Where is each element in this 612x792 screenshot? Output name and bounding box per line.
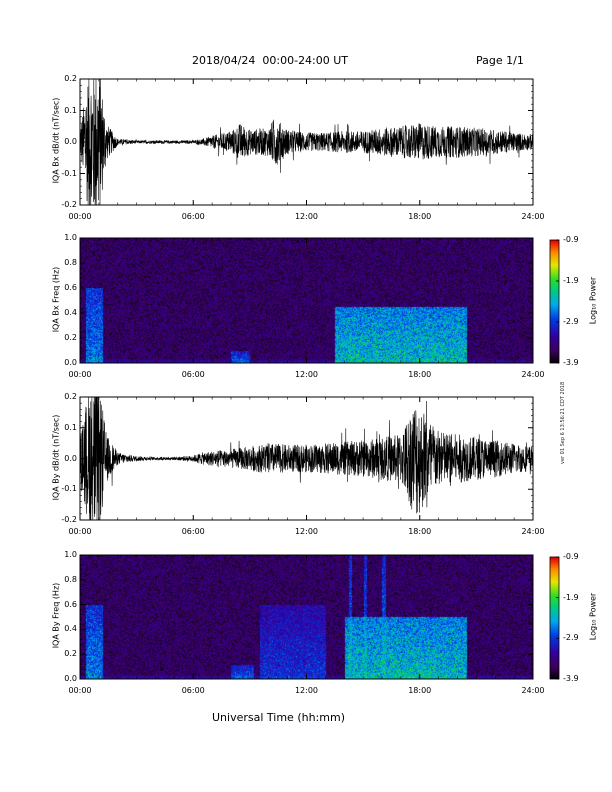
y-tick-label: 0.6 xyxy=(64,283,77,292)
colorbar-tick-label: -3.9 xyxy=(563,674,579,683)
version-note: ver 01 Sep 6 13:56:21 CDT 2018 xyxy=(560,381,566,464)
y-tick-label: 1.0 xyxy=(64,233,77,242)
x-tick-label: 00:00 xyxy=(68,370,92,379)
y-tick-label: -0.2 xyxy=(61,515,77,524)
colorbar-label: Log₁₀ Power xyxy=(588,276,598,324)
y-tick-label: 0.0 xyxy=(64,453,77,463)
colorbar-tick-label: -1.9 xyxy=(563,276,579,285)
x-tick-label: 12:00 xyxy=(294,212,319,221)
x-tick-label: 24:00 xyxy=(521,212,545,221)
y-tick-label: 0.0 xyxy=(64,358,77,367)
y-tick-label: 0.6 xyxy=(64,599,77,609)
x-tick-label: 00:00 xyxy=(68,527,92,536)
colorbar-tick-label: -0.9 xyxy=(563,235,579,244)
y-axis-label: IQA Bx dB/dt (nT/sec) xyxy=(51,97,61,184)
spectrogram-heatmap xyxy=(80,555,533,679)
y-tick-label: 0.2 xyxy=(64,392,77,401)
y-tick-label: -0.2 xyxy=(61,200,77,209)
x-tick-label: 00:00 xyxy=(68,212,92,221)
x-tick-label: 12:00 xyxy=(294,370,319,379)
x-tick-label: 06:00 xyxy=(181,212,205,221)
x-tick-label: 24:00 xyxy=(521,686,545,695)
y-tick-label: 0.1 xyxy=(64,422,77,432)
colorbar xyxy=(550,557,559,679)
signal-trace xyxy=(79,396,534,521)
x-tick-label: 18:00 xyxy=(408,527,432,536)
colorbar-tick-label: -2.9 xyxy=(563,633,579,643)
x-tick-label: 06:00 xyxy=(181,527,205,536)
plot-frame xyxy=(79,237,534,364)
page-indicator: Page 1/1 xyxy=(476,54,524,67)
spectrogram-heatmap xyxy=(80,238,533,363)
colorbar-label: Log₁₀ Power xyxy=(588,592,598,641)
y-tick-label: 0.2 xyxy=(64,74,77,83)
x-tick-label: 24:00 xyxy=(521,527,545,536)
colorbar xyxy=(550,240,559,363)
x-tick-label: 06:00 xyxy=(181,370,205,379)
colorbar-frame xyxy=(549,239,560,364)
colorbar-tick-label: -1.9 xyxy=(563,592,579,602)
colorbar-tick-label: -2.9 xyxy=(563,317,579,326)
y-tick-label: 0.0 xyxy=(64,674,77,683)
panel-4 xyxy=(79,554,560,680)
panel-1 xyxy=(79,78,534,206)
y-tick-label: 0.1 xyxy=(64,105,77,115)
y-tick-label: 0.2 xyxy=(64,649,77,659)
y-axis-label: IQA By Freq (Hz) xyxy=(51,582,61,649)
y-tick-label: 0.4 xyxy=(64,624,77,634)
x-tick-label: 12:00 xyxy=(294,527,319,536)
x-tick-label: 24:00 xyxy=(521,370,545,379)
y-tick-label: -0.1 xyxy=(61,484,77,494)
y-tick-label: 0.8 xyxy=(64,258,77,267)
y-tick-label: -0.1 xyxy=(61,168,77,178)
plot-frame xyxy=(79,554,534,680)
x-tick-label: 12:00 xyxy=(294,686,319,695)
y-tick-label: 1.0 xyxy=(64,550,77,559)
y-axis-label: IQA Bx Freq (Hz) xyxy=(51,266,61,332)
y-axis-label: IQA By dB/dt (nT/sec) xyxy=(51,414,61,500)
colorbar-tick-label: -0.9 xyxy=(563,552,579,561)
colorbar-tick-label: -3.9 xyxy=(563,358,579,367)
x-tick-label: 06:00 xyxy=(181,686,205,695)
x-tick-label: 18:00 xyxy=(408,212,432,221)
signal-trace xyxy=(79,78,534,206)
x-axis-label: Universal Time (hh:mm) xyxy=(212,711,345,724)
x-tick-label: 00:00 xyxy=(68,686,92,695)
x-tick-label: 18:00 xyxy=(408,370,432,379)
colorbar-frame xyxy=(549,556,560,680)
y-tick-label: 0.8 xyxy=(64,574,77,584)
x-tick-label: 18:00 xyxy=(408,686,432,695)
chart-title: 2018/04/24 00:00-24:00 UT xyxy=(192,54,349,67)
y-tick-label: 0.2 xyxy=(64,333,77,342)
panel-3 xyxy=(79,396,534,521)
panel-2 xyxy=(79,237,560,364)
y-tick-label: 0.4 xyxy=(64,308,77,317)
y-tick-label: 0.0 xyxy=(64,137,77,146)
